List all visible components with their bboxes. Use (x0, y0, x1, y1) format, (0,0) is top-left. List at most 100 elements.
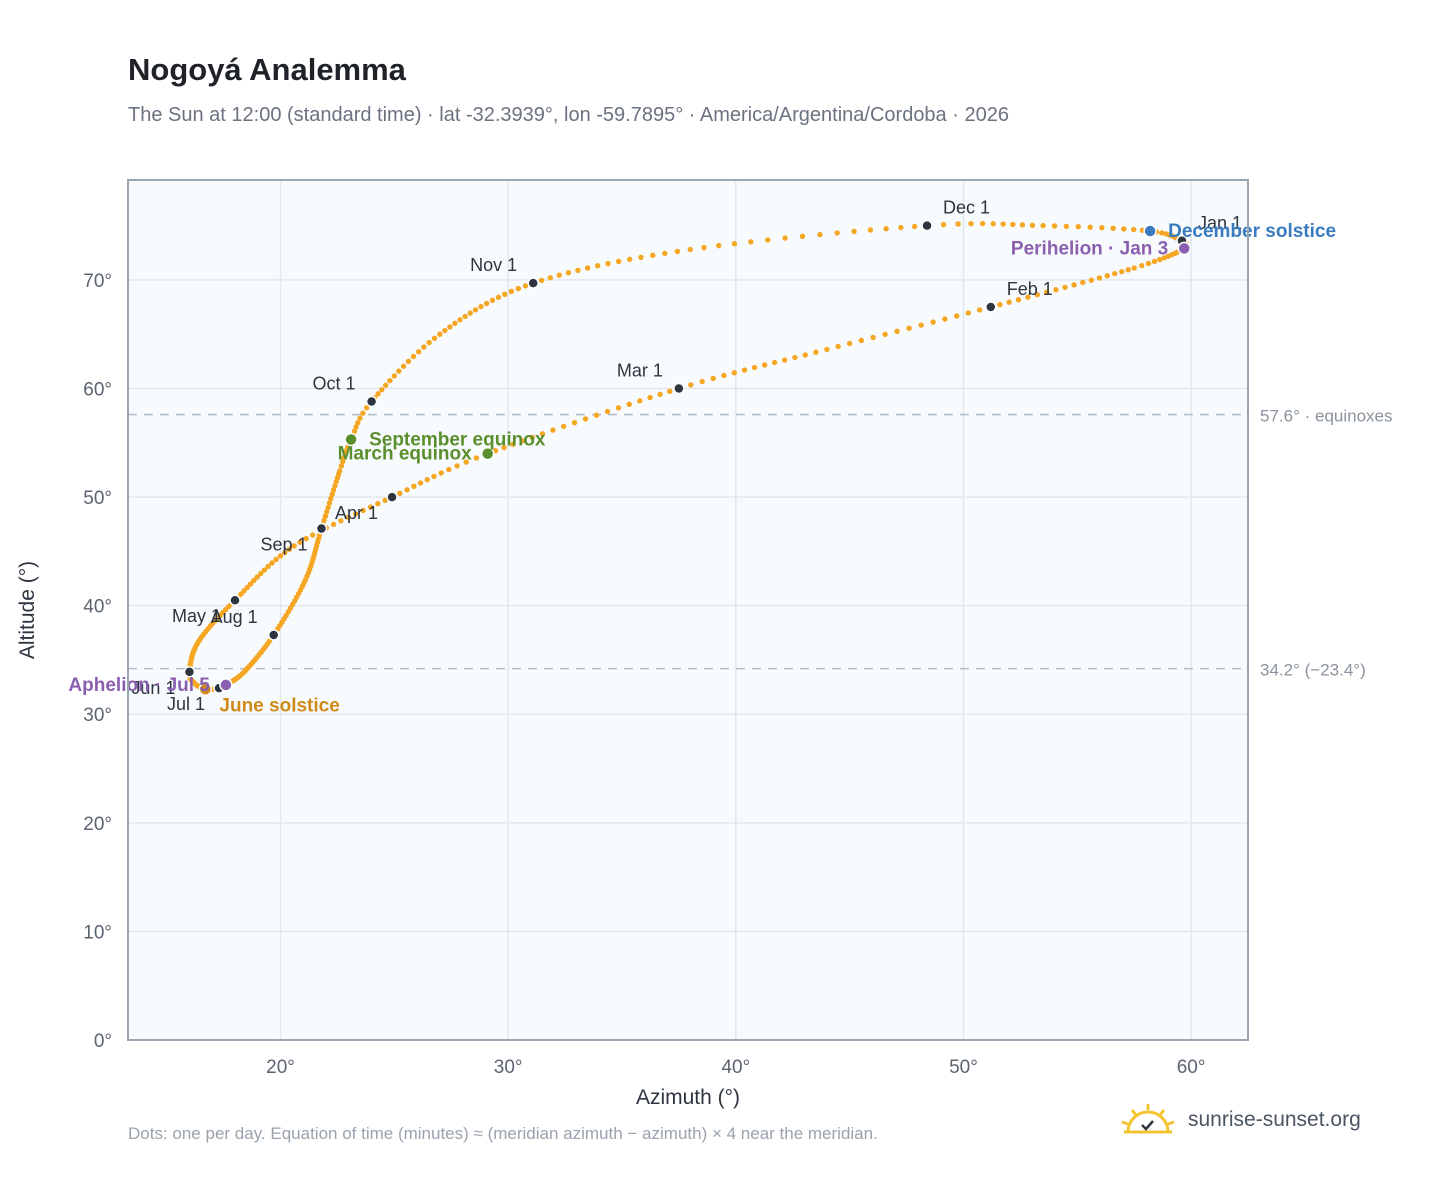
month-label: Mar 1 (617, 360, 663, 380)
daily-dot (473, 455, 480, 461)
daily-dot (615, 405, 622, 411)
daily-dot (1157, 256, 1163, 263)
daily-dot (813, 349, 819, 355)
daily-dot (731, 241, 738, 247)
daily-dot (375, 391, 381, 397)
daily-dot (405, 358, 412, 365)
daily-dot (391, 373, 397, 379)
daily-dot (330, 521, 337, 528)
daily-dot (265, 563, 271, 570)
daily-dot (1087, 224, 1093, 230)
daily-dot (918, 322, 924, 328)
x-tick-label: 30° (494, 1057, 523, 1078)
daily-dot (883, 225, 889, 232)
daily-dot (1145, 260, 1152, 267)
daily-dot (360, 507, 366, 514)
daily-dot (329, 491, 335, 497)
daily-dot (965, 310, 971, 316)
daily-dot (452, 320, 458, 327)
daily-dot (322, 513, 329, 519)
daily-dot (254, 574, 260, 580)
daily-dot (894, 328, 900, 335)
daily-dot (824, 346, 830, 353)
brand-name: sunrise-sunset.org (1188, 1108, 1361, 1131)
daily-dot (1125, 267, 1131, 273)
daily-dot (584, 265, 591, 271)
daily-dot (882, 331, 888, 338)
y-tick-label: 0° (94, 1031, 112, 1052)
month-marker (985, 301, 997, 313)
event-marker (1177, 241, 1192, 256)
daily-dot (353, 424, 359, 430)
chart-title: Nogoyá Analemma (128, 52, 406, 87)
daily-dot (1131, 265, 1137, 271)
daily-dot (979, 220, 986, 227)
daily-dot (522, 283, 529, 289)
daily-dot (324, 509, 330, 515)
daily-dot (870, 334, 876, 341)
daily-dot (282, 549, 288, 556)
daily-dot (472, 307, 479, 313)
daily-dot (817, 231, 823, 238)
daily-dot (410, 353, 417, 360)
month-label: May 1 (172, 606, 221, 626)
daily-dot (483, 300, 490, 307)
daily-dot (604, 408, 611, 415)
daily-dot (495, 294, 502, 300)
daily-dot (338, 463, 345, 469)
x-axis-label: Azimuth (°) (636, 1086, 740, 1109)
daily-dot (375, 501, 381, 507)
daily-dot (321, 517, 327, 524)
daily-dot (539, 431, 546, 437)
daily-dot (431, 335, 438, 341)
month-marker (267, 629, 280, 641)
daily-dot (954, 313, 960, 319)
daily-dot (303, 535, 309, 542)
daily-dot (867, 227, 874, 233)
event-marker (1143, 224, 1157, 238)
y-axis-label: Altitude (°) (16, 561, 39, 659)
event-marker (198, 682, 213, 697)
daily-dot (701, 244, 707, 251)
daily-dot (1088, 277, 1094, 283)
daily-dot (593, 412, 600, 418)
daily-dot (799, 233, 806, 240)
y-tick-label: 50° (83, 488, 112, 509)
daily-dot (688, 382, 694, 388)
y-tick-label: 60° (83, 379, 112, 400)
daily-dot (667, 388, 673, 395)
month-marker (229, 594, 241, 606)
daily-dot (1151, 258, 1158, 265)
daily-dot (387, 377, 393, 384)
daily-dot (657, 391, 663, 398)
month-label: Apr 1 (335, 503, 378, 523)
daily-dot (1034, 292, 1040, 298)
event-label: Aphelion · Jul 5 (68, 675, 210, 696)
daily-dot (1029, 222, 1036, 228)
daily-dot (438, 470, 444, 476)
daily-dot (367, 504, 374, 510)
daily-dot (463, 459, 469, 465)
daily-dot (330, 487, 337, 493)
daily-dot (582, 416, 589, 422)
daily-dot (442, 327, 448, 334)
daily-dot (851, 228, 857, 235)
daily-dot (510, 441, 516, 447)
event-label: March equinox (338, 444, 473, 465)
month-marker (183, 666, 196, 678)
daily-dot (1161, 255, 1168, 261)
daily-dot (424, 476, 430, 483)
daily-dot (1063, 223, 1070, 229)
daily-dot (565, 269, 572, 276)
chart-subtitle: The Sun at 12:00 (standard time) · lat -… (128, 104, 1009, 126)
daily-dot (297, 539, 303, 545)
plot-area (128, 180, 1248, 1040)
month-label: Jul 1 (167, 694, 205, 714)
daily-dot (417, 480, 424, 486)
daily-dot (251, 577, 257, 584)
daily-dot (326, 500, 333, 506)
brand[interactable]: sunrise-sunset.org (1120, 1102, 1361, 1138)
